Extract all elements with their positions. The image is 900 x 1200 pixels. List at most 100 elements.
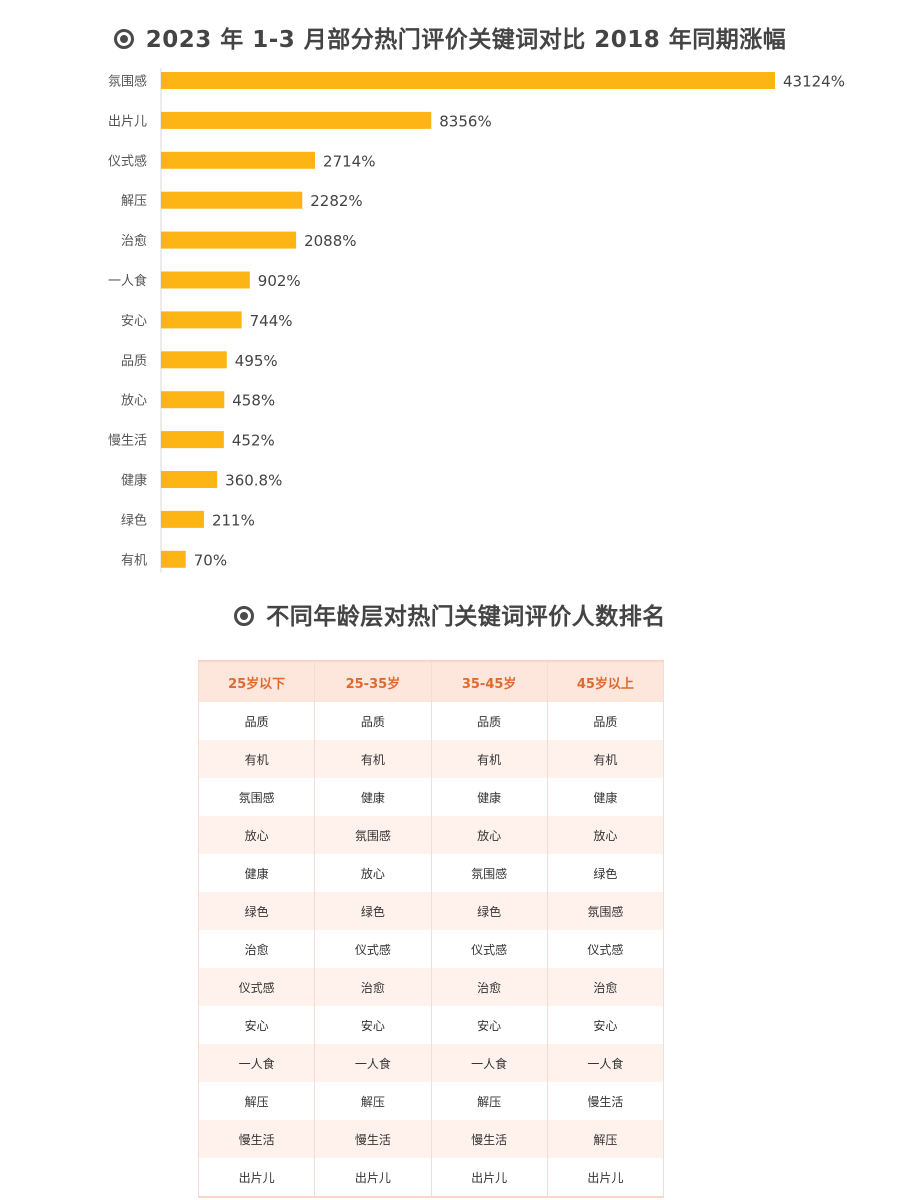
table-row: 仪式感 治愈 治愈 治愈 [197,968,665,1006]
value-label: 452% [232,432,275,450]
column-header: 25岁以下 [197,660,316,702]
table-cell: 解压 [546,1120,665,1158]
table-cell: 放心 [546,816,665,854]
table-cell: 品质 [430,702,548,740]
table-row: 有机 有机 有机 有机 [197,740,665,778]
value-label: 360.8% [225,472,282,490]
table-cell: 有机 [546,740,665,778]
table-cell: 解压 [314,1082,432,1120]
table-cell: 仪式感 [430,930,548,968]
table-cell: 放心 [314,854,432,892]
value-label: 2282% [310,192,362,210]
bar [161,311,242,329]
table-cell: 慢生活 [314,1120,432,1158]
table-cell: 绿色 [430,892,548,930]
bar [161,391,225,409]
table-row: 放心 氛围感 放心 放心 [197,816,665,854]
table-row: 慢生活 慢生活 慢生活 解压 [197,1120,665,1158]
table-cell: 安心 [197,1006,316,1044]
table-cell: 氛围感 [546,892,665,930]
table-cell: 绿色 [314,892,432,930]
table-cell: 品质 [546,702,665,740]
table-cell: 品质 [314,702,432,740]
age-ranking-table: 25岁以下 25-35岁 35-45岁 45岁以上 品质 品质 品质 品质 有机 有机 有机 有机氛… [197,660,665,1198]
table-cell: 治愈 [197,930,316,968]
table-cell: 安心 [430,1006,548,1044]
bar [161,231,297,249]
table-title: 不同年龄层对热门关键词评价人数排名 [0,597,900,631]
table-cell: 健康 [314,778,432,816]
table-cell: 慢生活 [546,1082,665,1120]
table-cell: 绿色 [197,892,316,930]
table-cell: 氛围感 [197,778,316,816]
table-title-text: 不同年龄层对热门关键词评价人数排名 [266,604,666,630]
table-cell: 一人食 [430,1044,548,1082]
table-row: 健康 放心 氛围感 绿色 [197,854,665,892]
table-cell: 治愈 [546,968,665,1006]
target-icon [113,29,134,49]
bar [161,111,432,129]
category-label: 出片儿 [108,114,147,129]
table-cell: 一人食 [314,1044,432,1082]
category-label: 有机 [121,553,147,568]
table-cell: 有机 [430,740,548,778]
table-cell: 出片儿 [546,1158,665,1198]
bar [161,151,316,169]
value-label: 211% [212,511,255,529]
category-label: 氛围感 [108,74,147,90]
value-label: 902% [258,272,301,290]
value-label: 2714% [323,152,375,170]
table-cell: 放心 [197,816,316,854]
table-cell: 慢生活 [430,1120,548,1158]
table-cell: 绿色 [546,854,665,892]
table-cell: 有机 [197,740,316,778]
table-row: 解压 解压 解压 慢生活 [197,1082,665,1120]
category-label: 仪式感 [108,153,147,169]
table-row: 氛围感 健康 健康 健康 [197,778,665,816]
value-label: 458% [232,392,275,410]
bar [161,510,204,528]
table-cell: 放心 [430,816,548,854]
table-cell: 氛围感 [430,854,548,892]
target-icon [234,606,255,626]
table-cell: 治愈 [314,968,432,1006]
bar [161,271,250,289]
table-cell: 解压 [430,1082,548,1120]
table-cell: 氛围感 [314,816,432,854]
table-cell: 仪式感 [546,930,665,968]
value-label: 495% [235,352,278,370]
column-header: 35-45岁 [430,660,548,702]
table-body: 品质 品质 品质 品质 有机 有机 有机 有机 氛围感 健康 健康 健康 放心 氛围感 放心 放心 健康 放心 氛围… [197,702,665,1198]
table-cell: 健康 [197,854,316,892]
category-label: 一人食 [108,273,147,289]
bar-chart-title-text: 2023 年 1-3 月部分热门评价关键词对比 2018 年同期涨幅 [145,27,787,53]
bar [161,72,775,89]
table-cell: 出片儿 [430,1158,548,1198]
table-header-row: 25岁以下 25-35岁 35-45岁 45岁以上 [197,660,665,702]
table-row: 治愈 仪式感 仪式感 仪式感 [197,930,665,968]
bar [161,191,303,209]
table-cell: 安心 [314,1006,432,1044]
value-label: 2088% [304,232,356,250]
table-cell: 有机 [314,740,432,778]
category-label: 绿色 [121,512,147,528]
category-label: 治愈 [121,234,147,249]
bar [161,431,224,449]
table-cell: 品质 [197,702,316,740]
column-header: 45岁以上 [546,660,665,702]
table-cell: 仪式感 [314,930,432,968]
category-label: 放心 [121,394,147,409]
keyword-growth-bar-chart: 氛围感 43124% 出片儿 8356% 仪式感 2714% 解压 2282% 治愈 2088% 一… [108,68,845,573]
table-cell: 安心 [546,1006,665,1044]
table-cell: 解压 [197,1082,316,1120]
table-cell: 出片儿 [197,1158,316,1198]
category-label: 解压 [121,194,147,209]
table-cell: 出片儿 [314,1158,432,1198]
table-cell: 仪式感 [197,968,316,1006]
table-row: 一人食 一人食 一人食 一人食 [197,1044,665,1082]
value-label: 43124% [783,73,845,91]
bar-chart-title: 2023 年 1-3 月部分热门评价关键词对比 2018 年同期涨幅 [0,20,900,54]
table-row: 安心 安心 安心 安心 [197,1006,665,1044]
table-cell: 健康 [546,778,665,816]
table-row: 出片儿 出片儿 出片儿 出片儿 [197,1158,665,1198]
